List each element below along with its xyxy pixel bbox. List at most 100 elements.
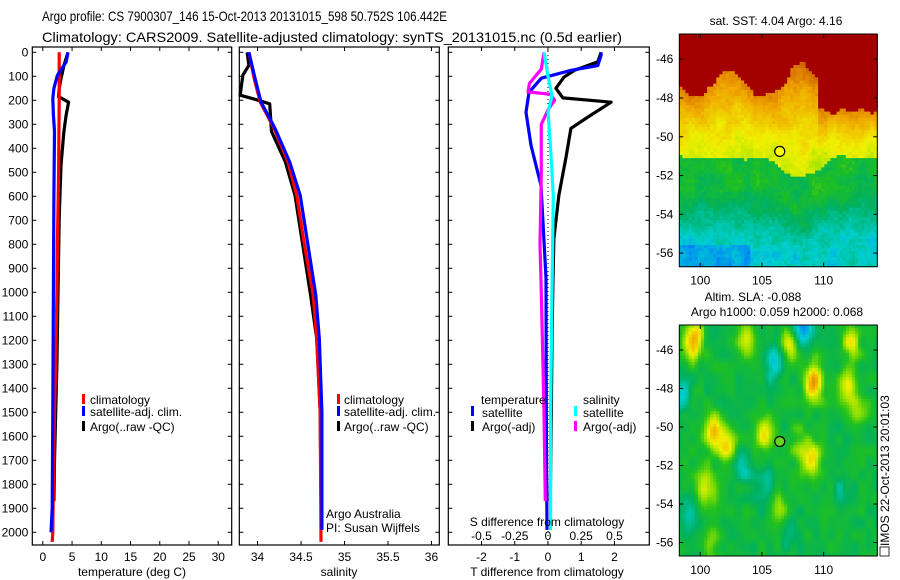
sst-cell — [864, 34, 868, 38]
sst-cell — [750, 74, 754, 78]
sst-cell — [759, 155, 763, 159]
sst-cell — [861, 207, 865, 212]
sst-cell — [688, 176, 693, 181]
sst-cell — [710, 124, 714, 128]
sst-cell — [827, 204, 831, 209]
sst-cell — [741, 114, 745, 119]
sst-cell — [700, 37, 705, 41]
sst-cell — [852, 89, 856, 94]
sst-cell — [691, 176, 696, 181]
sst-cell — [830, 245, 834, 249]
sst-cell — [815, 136, 819, 140]
sst-cell — [815, 189, 819, 193]
sst-cell — [848, 251, 853, 255]
sst-cell — [700, 241, 705, 246]
sst-cell — [682, 142, 686, 147]
sst-cell — [762, 68, 767, 72]
sst-cell — [830, 111, 834, 116]
sst-cell — [716, 142, 720, 147]
sst-cell — [765, 65, 770, 69]
x-tick-label: 34 — [251, 550, 265, 564]
sst-cell — [765, 124, 770, 128]
sst-cell — [737, 96, 742, 100]
sst-cell — [858, 189, 862, 193]
sst-cell — [805, 176, 810, 181]
sst-cell — [811, 96, 816, 100]
sst-cell — [756, 136, 760, 140]
sst-cell — [873, 248, 878, 252]
sst-cell — [768, 111, 773, 116]
sst-cell — [870, 61, 874, 66]
sst-cell — [818, 142, 822, 147]
sst-cell — [855, 114, 859, 119]
sst-cell — [784, 55, 788, 60]
sst-cell — [707, 189, 711, 193]
sst-cell — [753, 43, 757, 47]
sst-cell — [762, 80, 767, 84]
sst-cell — [805, 257, 810, 261]
sst-cell — [833, 170, 837, 174]
sst-cell — [858, 179, 862, 184]
sst-cell — [839, 217, 844, 221]
sst-cell — [864, 65, 868, 69]
sst-cell — [870, 204, 874, 209]
sst-cell — [707, 34, 711, 38]
sst-cell — [818, 245, 822, 249]
sst-cell — [713, 43, 717, 47]
sst-cell — [722, 34, 726, 38]
sst-cell — [784, 61, 788, 66]
sst-cell — [741, 105, 745, 109]
sst-cell — [873, 133, 878, 137]
sst-cell — [682, 49, 686, 53]
sst-cell — [704, 155, 708, 159]
sst-cell — [682, 241, 686, 246]
sst-cell — [700, 108, 705, 112]
sst-cell — [762, 217, 767, 221]
sst-cell — [836, 164, 841, 168]
sst-cell — [774, 245, 779, 249]
sst-cell — [753, 155, 757, 159]
sst-cell — [848, 46, 853, 50]
sst-cell — [704, 68, 708, 72]
sst-cell — [722, 229, 726, 233]
sst-cell — [750, 34, 754, 38]
sst-cell — [821, 217, 825, 221]
sst-cell — [710, 58, 714, 63]
sst-cell — [728, 105, 733, 109]
sst-cell — [759, 71, 763, 75]
sst-cell — [759, 133, 763, 137]
sst-cell — [827, 198, 831, 202]
sst-cell — [867, 158, 871, 162]
sst-cell — [707, 117, 711, 122]
sst-cell — [691, 179, 696, 184]
sst-cell — [827, 89, 831, 94]
sst-cell — [774, 198, 779, 202]
sst-cell — [830, 176, 834, 181]
sst-cell — [768, 251, 773, 255]
sst-cell — [688, 89, 693, 94]
sst-cell — [824, 226, 828, 230]
sst-cell — [818, 37, 822, 41]
sst-cell — [728, 204, 733, 209]
sst-cell — [830, 235, 834, 240]
sst-cell — [802, 182, 807, 187]
sst-cell — [815, 68, 819, 72]
sst-cell — [836, 217, 841, 221]
sst-cell — [679, 201, 683, 205]
sst-cell — [855, 201, 859, 205]
sst-cell — [781, 61, 785, 66]
sst-cell — [867, 245, 871, 249]
sst-cell — [728, 71, 733, 75]
sst-cell — [870, 111, 874, 116]
sst-cell — [753, 192, 757, 196]
sst-cell — [750, 201, 754, 205]
sst-cell — [725, 77, 730, 81]
sst-cell — [697, 251, 702, 255]
sst-cell — [731, 136, 736, 140]
sst-cell — [870, 151, 874, 156]
sst-cell — [725, 161, 730, 165]
sst-cell — [679, 124, 683, 128]
sst-cell — [805, 229, 810, 233]
sst-cell — [852, 71, 856, 75]
sst-cell — [842, 229, 847, 233]
